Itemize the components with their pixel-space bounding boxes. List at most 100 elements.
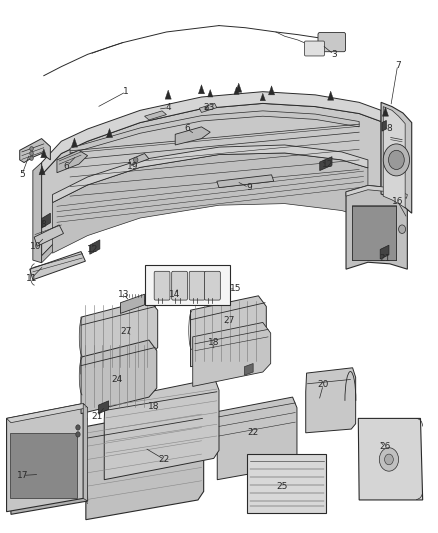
FancyBboxPatch shape (172, 271, 187, 300)
FancyBboxPatch shape (154, 271, 170, 300)
Polygon shape (70, 111, 359, 154)
Text: 15: 15 (230, 285, 241, 293)
Polygon shape (81, 340, 157, 414)
Polygon shape (104, 378, 219, 480)
Text: 12: 12 (87, 245, 99, 254)
Polygon shape (217, 175, 274, 188)
Text: 7: 7 (395, 61, 401, 69)
Text: 21: 21 (379, 254, 390, 263)
Polygon shape (9, 406, 88, 514)
Text: 24: 24 (112, 375, 123, 384)
Circle shape (389, 150, 404, 169)
FancyBboxPatch shape (189, 271, 205, 300)
Polygon shape (217, 397, 297, 480)
Polygon shape (234, 87, 239, 94)
Text: 20: 20 (318, 381, 329, 389)
Polygon shape (129, 154, 149, 165)
Polygon shape (208, 90, 213, 97)
Polygon shape (39, 166, 45, 175)
Polygon shape (381, 102, 412, 213)
Text: 26: 26 (379, 442, 390, 451)
Polygon shape (320, 157, 332, 171)
Text: 3: 3 (331, 50, 337, 59)
Polygon shape (120, 294, 145, 313)
Polygon shape (165, 90, 171, 99)
Circle shape (30, 156, 33, 160)
Polygon shape (99, 401, 109, 414)
Text: 27: 27 (223, 317, 234, 325)
Circle shape (385, 454, 393, 465)
Text: 11: 11 (26, 274, 37, 282)
Text: 19: 19 (127, 162, 138, 171)
FancyBboxPatch shape (304, 41, 325, 56)
Text: 8: 8 (40, 221, 46, 229)
Polygon shape (90, 240, 100, 254)
Text: 4: 4 (166, 103, 171, 112)
FancyBboxPatch shape (10, 433, 77, 498)
Polygon shape (57, 150, 88, 173)
Text: 22: 22 (159, 455, 170, 464)
Text: 18: 18 (208, 338, 219, 346)
Text: 8: 8 (386, 125, 392, 133)
Polygon shape (33, 163, 42, 263)
Text: 18: 18 (148, 402, 160, 410)
Text: 12: 12 (322, 160, 333, 168)
Text: 1: 1 (123, 87, 129, 96)
Polygon shape (7, 403, 83, 512)
Text: 9: 9 (246, 183, 252, 192)
Polygon shape (42, 185, 381, 263)
Polygon shape (81, 300, 158, 374)
Polygon shape (383, 107, 405, 208)
Polygon shape (86, 405, 204, 520)
Polygon shape (358, 418, 423, 500)
Text: 6: 6 (64, 162, 70, 171)
Circle shape (399, 225, 406, 233)
Polygon shape (145, 111, 166, 120)
Circle shape (30, 147, 33, 151)
FancyBboxPatch shape (205, 271, 220, 300)
Polygon shape (53, 145, 368, 203)
Text: 5: 5 (19, 171, 25, 179)
Text: 13: 13 (118, 290, 129, 298)
Circle shape (134, 157, 138, 163)
Polygon shape (71, 138, 78, 147)
Text: 22: 22 (247, 429, 259, 437)
Text: 10: 10 (30, 242, 42, 251)
Polygon shape (193, 322, 271, 386)
Polygon shape (34, 225, 64, 246)
Text: 21: 21 (92, 413, 103, 421)
Polygon shape (20, 139, 50, 163)
Polygon shape (42, 103, 381, 256)
Bar (145, 265, 230, 305)
Polygon shape (382, 120, 386, 131)
Polygon shape (30, 252, 85, 280)
Polygon shape (41, 149, 47, 158)
Text: 27: 27 (120, 327, 132, 336)
Circle shape (383, 144, 410, 176)
Text: 14: 14 (169, 290, 180, 298)
Polygon shape (53, 153, 368, 253)
Polygon shape (380, 245, 389, 259)
Polygon shape (382, 107, 389, 116)
Polygon shape (247, 454, 326, 513)
Polygon shape (42, 213, 50, 228)
Polygon shape (346, 185, 407, 198)
Polygon shape (7, 403, 88, 423)
Polygon shape (199, 103, 217, 112)
Polygon shape (191, 296, 266, 367)
Text: 17: 17 (17, 471, 28, 480)
Polygon shape (83, 403, 88, 501)
Text: 16: 16 (392, 197, 403, 206)
Polygon shape (236, 83, 242, 92)
Text: 25: 25 (277, 482, 288, 490)
Polygon shape (175, 127, 210, 145)
Circle shape (30, 151, 33, 156)
Polygon shape (306, 368, 356, 433)
Polygon shape (42, 92, 381, 175)
Polygon shape (346, 185, 407, 269)
Polygon shape (328, 91, 334, 100)
Polygon shape (260, 93, 265, 101)
Text: 23: 23 (204, 103, 215, 112)
FancyBboxPatch shape (352, 205, 396, 260)
FancyBboxPatch shape (318, 33, 346, 52)
